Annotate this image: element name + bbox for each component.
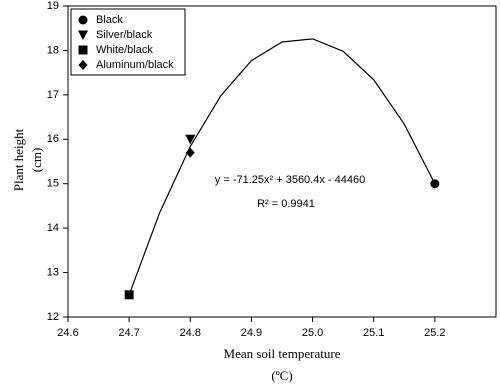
x-tick-label: 25.1 <box>363 327 384 339</box>
y-tick-label: 13 <box>47 266 59 278</box>
marker <box>185 134 196 145</box>
marker <box>430 179 440 189</box>
legend-marker <box>78 15 88 25</box>
marker <box>124 290 134 300</box>
x-axis-label: Mean soil temperature <box>224 346 341 361</box>
plot-frame <box>67 5 497 318</box>
legend-marker <box>78 60 88 70</box>
equation: y = -71.25x² + 3560.4x - 44460 <box>215 174 365 186</box>
x-tick-label: 24.6 <box>57 327 78 339</box>
legend-marker <box>78 45 88 55</box>
y-tick-label: 17 <box>47 89 59 101</box>
legend-label: Aluminum/black <box>96 59 174 71</box>
x-tick-label: 25.0 <box>302 327 323 339</box>
y-tick-label: 18 <box>47 44 59 56</box>
x-tick-label: 24.8 <box>180 327 201 339</box>
x-tick-label: 24.9 <box>241 327 262 339</box>
y-axis-label: Plant height <box>11 128 26 191</box>
y-axis-label: (cm) <box>29 148 44 173</box>
x-axis-label: (ºC) <box>271 368 292 383</box>
y-tick-label: 14 <box>47 222 59 234</box>
legend-label: Black <box>96 14 123 26</box>
y-tick-label: 19 <box>47 0 59 12</box>
r-squared: R² = 0.9941 <box>257 198 315 210</box>
legend-box <box>70 8 186 76</box>
fit-curve <box>128 38 436 295</box>
legend-marker <box>78 30 88 40</box>
y-tick-label: 16 <box>47 133 59 145</box>
x-tick-label: 24.7 <box>118 327 139 339</box>
x-tick-label: 25.2 <box>424 327 445 339</box>
y-tick-label: 12 <box>47 311 59 323</box>
marker <box>185 147 195 158</box>
legend-label: Silver/black <box>96 29 153 41</box>
y-tick-label: 15 <box>47 178 59 190</box>
legend-label: White/black <box>96 44 153 56</box>
